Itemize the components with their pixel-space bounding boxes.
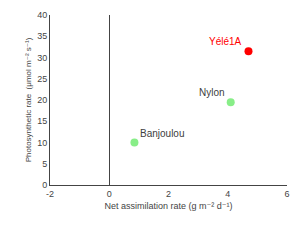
svg-text:6: 6 bbox=[284, 189, 289, 199]
svg-text:2: 2 bbox=[166, 189, 171, 199]
svg-text:35: 35 bbox=[37, 31, 47, 41]
svg-text:0: 0 bbox=[42, 180, 47, 190]
svg-text:15: 15 bbox=[37, 116, 47, 126]
svg-text:-2: -2 bbox=[46, 189, 54, 199]
svg-text:30: 30 bbox=[37, 53, 47, 63]
svg-text:Banjoulou: Banjoulou bbox=[140, 128, 184, 139]
svg-text:20: 20 bbox=[37, 95, 47, 105]
svg-text:Nylon: Nylon bbox=[199, 87, 225, 98]
svg-text:Net assimilation rate (g m⁻² d: Net assimilation rate (g m⁻² d⁻¹) bbox=[104, 201, 232, 211]
svg-text:Photosynthetic rate (μmol m⁻²: Photosynthetic rate (μmol m⁻² s⁻¹) bbox=[24, 37, 33, 162]
svg-text:25: 25 bbox=[37, 74, 47, 84]
svg-text:Yélé1A: Yélé1A bbox=[209, 36, 242, 47]
svg-text:10: 10 bbox=[37, 138, 47, 148]
svg-text:5: 5 bbox=[42, 159, 47, 169]
svg-text:40: 40 bbox=[37, 10, 47, 20]
svg-text:4: 4 bbox=[225, 189, 230, 199]
svg-text:0: 0 bbox=[107, 189, 112, 199]
